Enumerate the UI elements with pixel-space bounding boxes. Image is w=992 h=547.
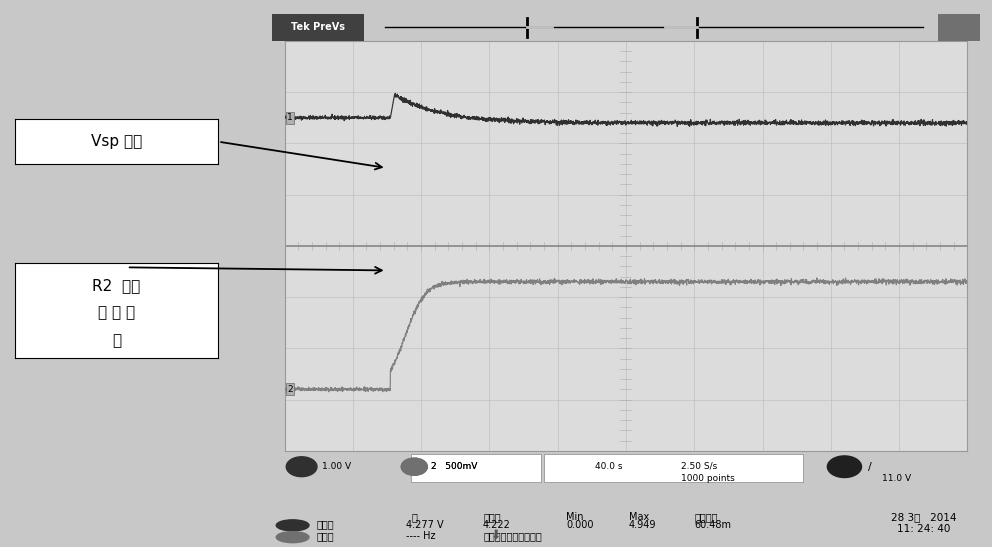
Text: 4.949: 4.949 <box>629 520 657 529</box>
Text: 1000 points: 1000 points <box>681 474 734 482</box>
Text: 上 的 电: 上 的 电 <box>98 305 135 320</box>
Text: 標準偏差: 標準偏差 <box>694 513 718 522</box>
Text: 4.277 V: 4.277 V <box>406 520 443 529</box>
Bar <box>544 453 804 482</box>
Text: 压: 压 <box>112 334 121 348</box>
Text: 平均値: 平均値 <box>483 513 501 522</box>
Text: 2   500mV: 2 500mV <box>432 462 478 471</box>
Ellipse shape <box>287 457 317 476</box>
Text: 60.48m: 60.48m <box>694 520 731 529</box>
Text: 28 3月   2014
11: 24: 40: 28 3月 2014 11: 24: 40 <box>891 513 956 534</box>
Text: 実効値: 実効値 <box>316 520 334 529</box>
Text: 11.0 V: 11.0 V <box>882 474 911 482</box>
Text: 2.50 S/s: 2.50 S/s <box>681 462 717 470</box>
Text: 2   500mV: 2 500mV <box>432 462 478 471</box>
Text: ---- Hz: ---- Hz <box>406 531 435 542</box>
Text: 40.0 s: 40.0 s <box>595 462 623 470</box>
Ellipse shape <box>276 520 309 531</box>
Bar <box>411 453 541 482</box>
Text: 0.000: 0.000 <box>566 520 594 529</box>
Bar <box>272 14 364 41</box>
Text: Max: Max <box>629 513 649 522</box>
Ellipse shape <box>276 532 309 543</box>
Text: 期間が見つかりません: 期間が見つかりません <box>483 531 542 542</box>
Text: ⬇: ⬇ <box>491 528 501 542</box>
Text: 周波数: 周波数 <box>316 531 334 542</box>
Text: 1: 1 <box>287 113 293 122</box>
Text: R2  电阻: R2 电阻 <box>92 278 141 293</box>
Text: Tek PreVs: Tek PreVs <box>291 22 345 32</box>
Text: Min: Min <box>566 513 584 522</box>
Text: 2: 2 <box>288 385 293 394</box>
Text: Vsp 电压: Vsp 电压 <box>91 134 142 149</box>
Text: 1.00 V: 1.00 V <box>322 462 351 471</box>
Bar <box>937 14 980 41</box>
Ellipse shape <box>402 458 428 475</box>
Ellipse shape <box>402 458 428 475</box>
Ellipse shape <box>827 456 861 478</box>
Text: 4.222: 4.222 <box>483 520 511 529</box>
Text: /: / <box>868 462 872 472</box>
Text: 値: 値 <box>412 513 418 522</box>
